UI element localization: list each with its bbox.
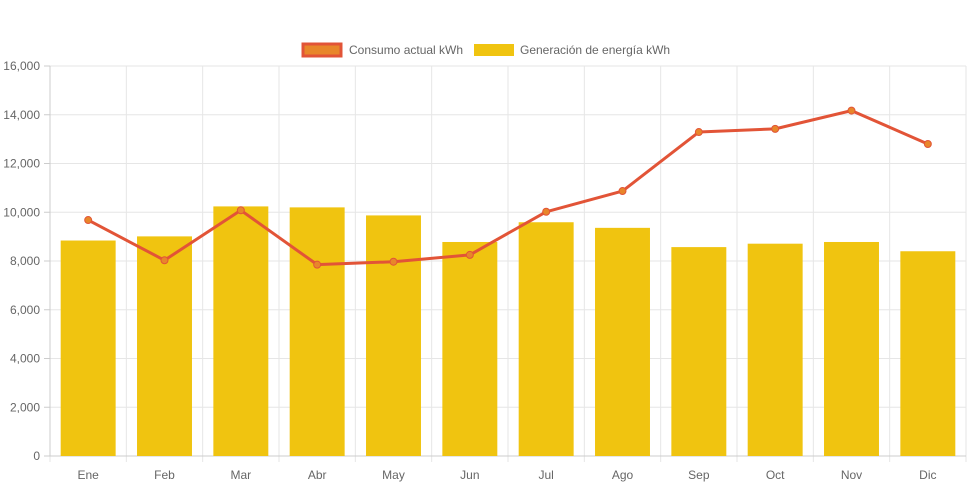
bar-ene[interactable]: [60, 240, 116, 456]
line-path-consumo: [87, 109, 929, 267]
x-axis: Ene Feb Mar Abr May Jun Jul Ago Sep Oct Nov Dic: [50, 455, 966, 482]
legend-label-generacion[interactable]: Generación de energía kWh: [520, 43, 670, 57]
y-tick-label: 16,000: [3, 59, 40, 73]
y-tick-label: 6,000: [10, 303, 40, 317]
y-tick-label: 8,000: [10, 254, 40, 268]
point-abr[interactable]: [313, 260, 322, 269]
x-tick-label: Nov: [841, 468, 862, 482]
point-feb[interactable]: [160, 256, 169, 265]
bar-feb[interactable]: [137, 236, 192, 456]
y-tick-label: 14,000: [3, 108, 40, 122]
line-series-consumo: [84, 106, 932, 269]
bar-oct[interactable]: [747, 243, 803, 456]
x-tick-label: Mar: [230, 468, 251, 482]
x-tick-label: Jul: [538, 468, 553, 482]
point-may[interactable]: [389, 257, 398, 266]
x-tick-label: May: [382, 468, 405, 482]
x-tick-label: Abr: [308, 468, 327, 482]
bar-jun[interactable]: [442, 241, 498, 456]
x-tick-label: Feb: [154, 468, 175, 482]
point-nov[interactable]: [847, 106, 856, 115]
point-sep[interactable]: [694, 128, 703, 137]
legend-label-consumo[interactable]: Consumo actual kWh: [349, 43, 463, 57]
x-tick-label: Dic: [919, 468, 936, 482]
x-tick-label: Sep: [688, 468, 710, 482]
x-tick-label: Oct: [766, 468, 785, 482]
x-tick-label: Ago: [612, 468, 634, 482]
bar-dic[interactable]: [900, 251, 956, 456]
bar-nov[interactable]: [824, 241, 879, 456]
x-tick-label: Jun: [460, 468, 479, 482]
bar-sep[interactable]: [671, 247, 727, 456]
bar-ago[interactable]: [595, 227, 650, 456]
point-dic[interactable]: [923, 140, 932, 148]
legend: Consumo actual kWh Generación de energía…: [301, 42, 670, 58]
point-ago[interactable]: [618, 187, 627, 196]
bar-mar[interactable]: [213, 206, 269, 456]
bar-may[interactable]: [366, 215, 421, 456]
point-jul[interactable]: [542, 207, 551, 216]
y-tick-label: 4,000: [10, 352, 40, 366]
y-axis: 0 2,000 4,000 6,000 8,000 10,000 12,000 14,000 1…: [3, 59, 51, 463]
bar-series-generacion: [60, 206, 956, 456]
bar-abr[interactable]: [289, 207, 345, 456]
x-tick-label: Ene: [77, 468, 99, 482]
y-tick-label: 2,000: [10, 400, 40, 414]
y-tick-label: 0: [33, 449, 40, 463]
y-tick-label: 10,000: [3, 205, 40, 219]
point-mar[interactable]: [236, 206, 245, 215]
legend-swatch-consumo[interactable]: [301, 42, 343, 58]
point-jun[interactable]: [465, 250, 474, 259]
point-oct[interactable]: [771, 124, 780, 133]
legend-swatch-generacion[interactable]: [474, 44, 514, 56]
point-ene[interactable]: [84, 216, 93, 225]
y-tick-label: 12,000: [3, 157, 40, 171]
bar-jul[interactable]: [518, 222, 574, 456]
